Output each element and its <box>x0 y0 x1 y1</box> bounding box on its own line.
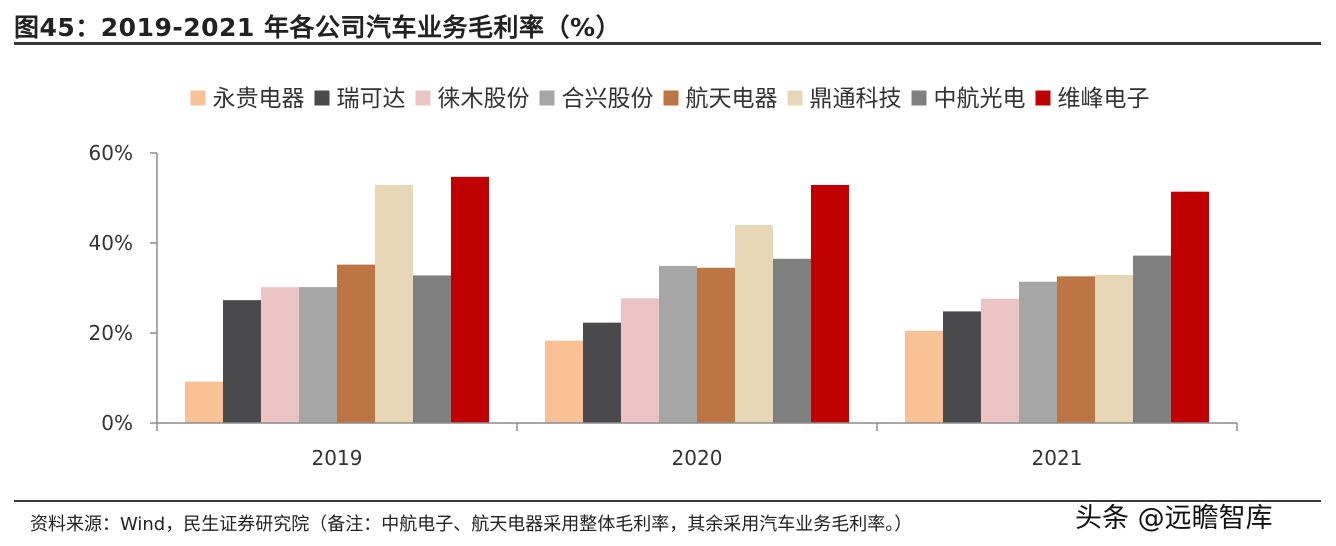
x-tick-label: 2021 <box>1032 446 1083 470</box>
legend-label: 永贵电器 <box>213 86 305 112</box>
bar-chart: 永贵电器 瑞可达 徕木股份 合兴股份 航天电器 鼎通科技 中航光电 维峰电子 0% 20% 40%… <box>89 86 1238 470</box>
bar-中航光电-2020 <box>773 258 811 423</box>
bar-维峰电子-2019 <box>451 176 489 423</box>
legend-item: 合兴股份 <box>539 86 654 112</box>
legend-item: 中航光电 <box>911 86 1026 112</box>
bar-航天电器-2020 <box>697 267 735 423</box>
bar-合兴股份-2019 <box>299 287 337 423</box>
legend-item: 徕木股份 <box>415 86 530 112</box>
legend-swatch <box>663 90 679 106</box>
bar-航天电器-2021 <box>1057 276 1095 423</box>
chart-legend: 永贵电器 瑞可达 徕木股份 合兴股份 航天电器 鼎通科技 中航光电 维峰电子 <box>190 86 1150 112</box>
legend-swatch <box>1035 90 1051 106</box>
bar-瑞可达-2019 <box>223 300 261 423</box>
bar-鼎通科技-2020 <box>735 225 773 423</box>
legend-item: 永贵电器 <box>190 86 305 112</box>
legend-label: 瑞可达 <box>337 86 406 112</box>
legend-swatch <box>911 90 927 106</box>
bar-中航光电-2021 <box>1133 255 1171 423</box>
legend-label: 中航光电 <box>934 86 1026 112</box>
legend-swatch <box>314 90 330 106</box>
bar-永贵电器-2019 <box>185 381 223 423</box>
y-tick-label: 0% <box>101 411 133 435</box>
legend-label: 维峰电子 <box>1058 86 1150 112</box>
legend-swatch <box>190 90 206 106</box>
y-tick-label: 20% <box>89 321 133 345</box>
watermark-text: 头条 @远瞻智库 <box>1075 503 1273 534</box>
bar-航天电器-2019 <box>337 264 375 423</box>
bar-瑞可达-2021 <box>943 311 981 423</box>
bar-鼎通科技-2019 <box>375 184 413 423</box>
y-tick-label: 40% <box>89 231 133 255</box>
title-divider <box>14 42 1321 45</box>
legend-item: 瑞可达 <box>314 86 406 112</box>
bar-徕木股份-2021 <box>981 298 1019 423</box>
legend-label: 合兴股份 <box>562 86 654 112</box>
bar-永贵电器-2020 <box>545 340 583 423</box>
legend-swatch <box>415 90 431 106</box>
y-tick-label: 60% <box>89 141 133 165</box>
x-tick-label: 2019 <box>312 446 363 470</box>
legend-item: 维峰电子 <box>1035 86 1150 112</box>
legend-label: 鼎通科技 <box>810 86 902 112</box>
bar-永贵电器-2021 <box>905 330 943 423</box>
bar-瑞可达-2020 <box>583 322 621 423</box>
bar-鼎通科技-2021 <box>1095 274 1133 423</box>
source-divider <box>14 500 1321 502</box>
legend-label: 徕木股份 <box>438 86 530 112</box>
legend-item: 鼎通科技 <box>787 86 902 112</box>
bar-series-group <box>185 176 1209 423</box>
bar-中航光电-2019 <box>413 275 451 423</box>
legend-item: 航天电器 <box>663 86 778 112</box>
legend-swatch <box>539 90 555 106</box>
legend-swatch <box>787 90 803 106</box>
bar-合兴股份-2020 <box>659 265 697 423</box>
source-note: 资料来源：Wind，民生证券研究院（备注：中航电子、航天电器采用整体毛利率，其余… <box>30 514 913 535</box>
x-axis: 2019 2020 2021 <box>156 422 1238 470</box>
bar-徕木股份-2019 <box>261 287 299 423</box>
y-axis: 0% 20% 40% 60% <box>89 141 158 435</box>
bar-维峰电子-2021 <box>1171 191 1209 423</box>
bar-维峰电子-2020 <box>811 184 849 423</box>
bar-徕木股份-2020 <box>621 298 659 423</box>
bar-合兴股份-2021 <box>1019 281 1057 423</box>
x-tick-label: 2020 <box>672 446 723 470</box>
legend-label: 航天电器 <box>686 86 778 112</box>
figure-title: 图45：2019-2021 年各公司汽车业务毛利率（%） <box>14 13 622 42</box>
